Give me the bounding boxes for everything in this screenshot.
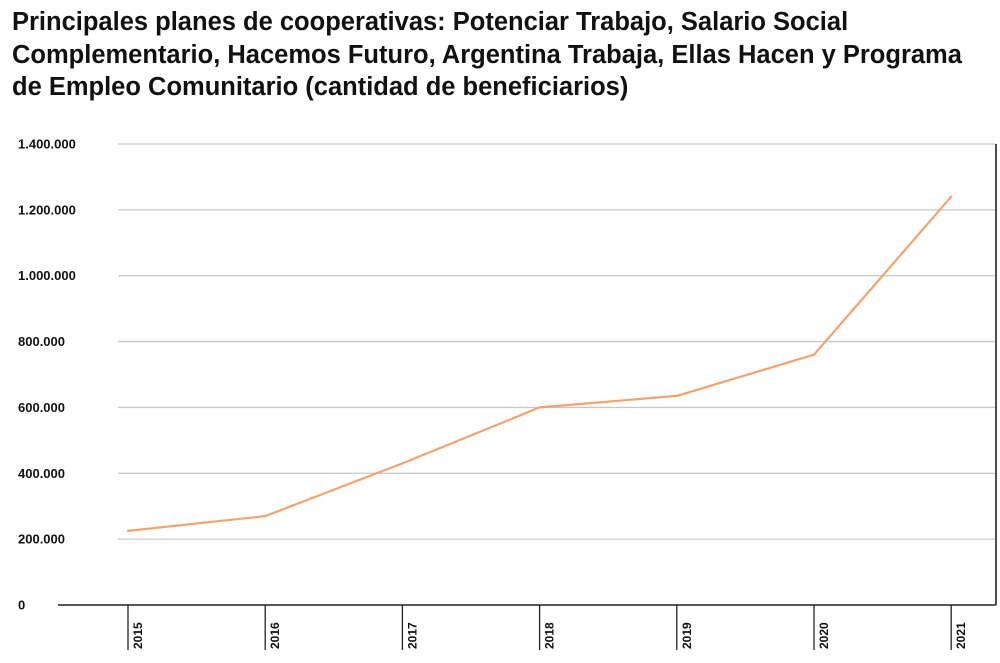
x-tick-label: 2018 — [543, 622, 557, 649]
data-point — [950, 195, 953, 198]
y-tick-label: 1.200.000 — [18, 202, 76, 217]
y-axis-ticks: 0 200.000 400.000 600.000 800.000 1.000.000 1.… — [18, 137, 76, 613]
series-group — [126, 195, 953, 533]
data-point — [264, 514, 267, 518]
data-point — [401, 462, 404, 465]
chart-title: Principales planes de cooperativas: Pote… — [12, 8, 962, 101]
x-tick-label: 2020 — [817, 622, 831, 649]
x-axis-ticks: 2015 2016 2017 2018 2019 2020 2021 — [127, 605, 968, 650]
grid-lines — [118, 143, 996, 540]
x-tick-label: 2015 — [131, 622, 145, 649]
data-point — [812, 353, 816, 356]
data-point — [538, 406, 541, 409]
y-tick-label: 800.000 — [18, 334, 65, 349]
y-tick-label: 1.000.000 — [18, 268, 76, 283]
series-line — [126, 195, 953, 533]
y-tick-label: 600.000 — [18, 400, 65, 415]
y-tick-label: 0 — [18, 598, 25, 613]
y-tick-label: 1.400.000 — [18, 137, 76, 152]
x-tick-label: 2016 — [268, 622, 282, 649]
x-tick-label: 2017 — [405, 622, 419, 649]
y-tick-label: 200.000 — [18, 532, 65, 547]
x-tick-label: 2021 — [954, 622, 968, 649]
x-tick-label: 2019 — [680, 622, 694, 649]
axes — [58, 144, 997, 606]
y-tick-label: 400.000 — [18, 466, 65, 481]
data-point — [126, 529, 130, 533]
data-point — [675, 394, 678, 398]
